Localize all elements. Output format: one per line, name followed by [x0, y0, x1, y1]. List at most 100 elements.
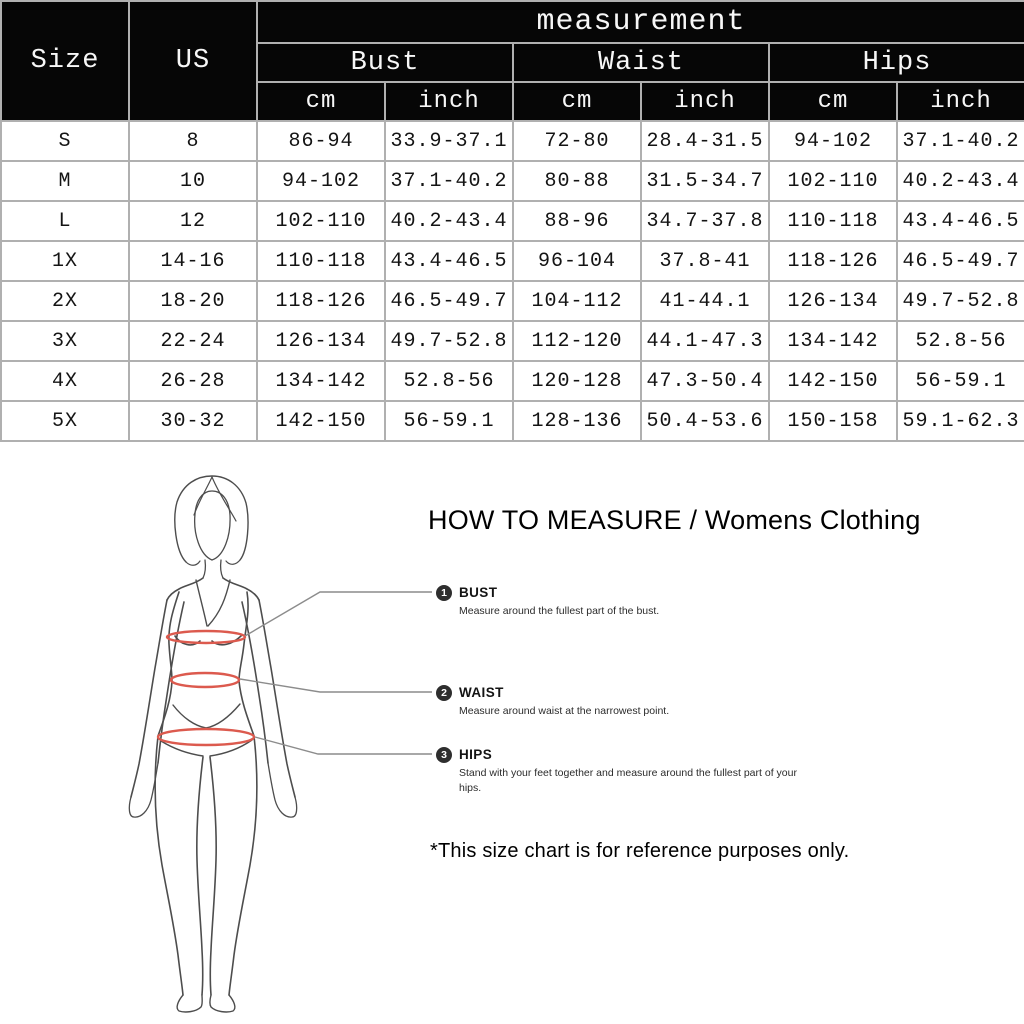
table-header: Size US measurement Bust Waist Hips cm i… [0, 0, 1024, 122]
cell-waist-inch: 44.1-47.3 [640, 320, 770, 362]
waist-leader-line [239, 678, 432, 693]
cell-bust-cm: 110-118 [256, 240, 386, 282]
guide-item-hips-desc: Stand with your feet together and measur… [459, 767, 797, 794]
cell-waist-cm: 112-120 [512, 320, 642, 362]
cell-waist-inch: 41-44.1 [640, 280, 770, 322]
cell-size: M [0, 160, 130, 202]
bust-measure-line [165, 629, 247, 645]
cell-size: 5X [0, 400, 130, 442]
guide-item-waist-head: 2 WAIST [436, 684, 808, 701]
cell-bust-inch: 49.7-52.8 [384, 320, 514, 362]
cell-hips-inch: 37.1-40.2 [895, 120, 1024, 162]
cell-waist-inch: 34.7-37.8 [640, 200, 770, 242]
measure-lines [156, 629, 256, 747]
guide-item-hips-head: 3 HIPS [436, 746, 808, 763]
cell-hips-inch: 56-59.1 [895, 360, 1024, 402]
cell-bust-inch: 46.5-49.7 [384, 280, 514, 322]
table-row: M 10 94-102 37.1-40.2 80-88 31.5-34.7 10… [0, 160, 1024, 202]
header-us: US [128, 0, 258, 122]
hips-leader-line [254, 736, 432, 755]
cell-waist-inch: 37.8-41 [640, 240, 770, 282]
header-row-groups: Bust Waist Hips [1, 42, 1024, 83]
cell-hips-inch: 43.4-46.5 [895, 200, 1024, 242]
cell-us: 22-24 [128, 320, 258, 362]
leader-lines [239, 591, 432, 755]
cell-hips-cm: 150-158 [768, 400, 898, 442]
cell-hips-cm: 94-102 [768, 120, 898, 162]
cell-us: 12 [128, 200, 258, 242]
guide-heading: HOW TO MEASURE / Womens Clothing [428, 505, 921, 535]
cell-bust-cm: 126-134 [256, 320, 386, 362]
cell-hips-cm: 102-110 [768, 160, 898, 202]
cell-size: S [0, 120, 130, 162]
cell-hips-cm: 142-150 [768, 360, 898, 402]
cell-bust-inch: 40.2-43.4 [384, 200, 514, 242]
cell-bust-cm: 102-110 [256, 200, 386, 242]
cell-size: 1X [0, 240, 130, 282]
cell-size: 4X [0, 360, 130, 402]
header-size: Size [0, 0, 130, 122]
guide-item-hips: 3 HIPS Stand with your feet together and… [436, 746, 808, 795]
size-chart-table: Size US measurement Bust Waist Hips cm i… [0, 0, 1024, 442]
header-waist: Waist [512, 42, 770, 83]
cell-waist-cm: 120-128 [512, 360, 642, 402]
cell-hips-cm: 126-134 [768, 280, 898, 322]
cell-bust-cm: 134-142 [256, 360, 386, 402]
cell-hips-cm: 110-118 [768, 200, 898, 242]
guide-item-bust-head: 1 BUST [436, 584, 808, 601]
guide-item-bust-label: BUST [459, 585, 498, 600]
cell-bust-cm: 94-102 [256, 160, 386, 202]
guide-item-hips-label: HIPS [459, 747, 493, 762]
step-3-marker-icon: 3 [436, 746, 452, 763]
cell-hips-cm: 118-126 [768, 240, 898, 282]
header-bust-cm: cm [256, 81, 386, 122]
table-body: S 8 86-94 33.9-37.1 72-80 28.4-31.5 94-1… [0, 120, 1024, 442]
reference-footnote: *This size chart is for reference purpos… [430, 840, 850, 862]
step-2-marker-icon: 2 [436, 684, 452, 701]
cell-waist-cm: 104-112 [512, 280, 642, 322]
cell-waist-inch: 28.4-31.5 [640, 120, 770, 162]
cell-hips-inch: 52.8-56 [895, 320, 1024, 362]
cell-waist-cm: 88-96 [512, 200, 642, 242]
cell-hips-inch: 59.1-62.3 [895, 400, 1024, 442]
table-row: L 12 102-110 40.2-43.4 88-96 34.7-37.8 1… [0, 200, 1024, 242]
cell-waist-inch: 47.3-50.4 [640, 360, 770, 402]
hips-measure-line [156, 727, 256, 747]
header-row-units: cm inch cm inch cm inch [1, 81, 1024, 122]
cell-waist-cm: 128-136 [512, 400, 642, 442]
cell-us: 18-20 [128, 280, 258, 322]
table-row: 3X 22-24 126-134 49.7-52.8 112-120 44.1-… [0, 320, 1024, 362]
header-hips-cm: cm [768, 81, 898, 122]
guide-item-bust: 1 BUST Measure around the fullest part o… [436, 584, 808, 619]
cell-bust-inch: 43.4-46.5 [384, 240, 514, 282]
cell-waist-inch: 31.5-34.7 [640, 160, 770, 202]
cell-hips-cm: 134-142 [768, 320, 898, 362]
header-waist-inch: inch [640, 81, 770, 122]
guide-item-waist-desc: Measure around waist at the narrowest po… [459, 705, 670, 717]
table-row: 4X 26-28 134-142 52.8-56 120-128 47.3-50… [0, 360, 1024, 402]
cell-bust-cm: 118-126 [256, 280, 386, 322]
cell-us: 26-28 [128, 360, 258, 402]
cell-bust-cm: 142-150 [256, 400, 386, 442]
cell-waist-cm: 80-88 [512, 160, 642, 202]
header-measurement: measurement [255, 0, 1024, 44]
cell-waist-cm: 96-104 [512, 240, 642, 282]
step-1-marker-icon: 1 [436, 584, 452, 601]
cell-bust-inch: 37.1-40.2 [384, 160, 514, 202]
guide-item-waist: 2 WAIST Measure around waist at the narr… [436, 684, 808, 719]
cell-hips-inch: 40.2-43.4 [895, 160, 1024, 202]
cell-bust-inch: 56-59.1 [384, 400, 514, 442]
table-row: 1X 14-16 110-118 43.4-46.5 96-104 37.8-4… [0, 240, 1024, 282]
cell-bust-cm: 86-94 [256, 120, 386, 162]
cell-size: 3X [0, 320, 130, 362]
header-waist-cm: cm [512, 81, 642, 122]
cell-us: 8 [128, 120, 258, 162]
cell-us: 10 [128, 160, 258, 202]
cell-hips-inch: 49.7-52.8 [895, 280, 1024, 322]
guide-item-bust-desc: Measure around the fullest part of the b… [459, 605, 660, 617]
header-bust-inch: inch [384, 81, 514, 122]
table-row: 2X 18-20 118-126 46.5-49.7 104-112 41-44… [0, 280, 1024, 322]
header-hips: Hips [767, 42, 1024, 83]
guide-item-waist-label: WAIST [459, 685, 504, 700]
